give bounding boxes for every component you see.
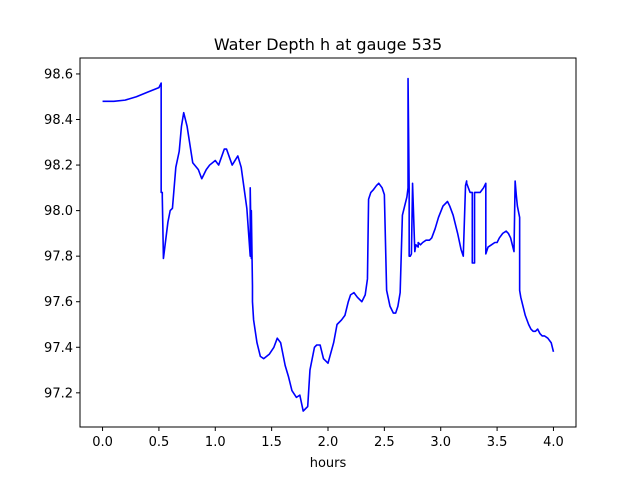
x-tick-label: 1.5	[261, 435, 282, 450]
x-tick-label: 4.0	[543, 435, 564, 450]
x-tick-label: 1.0	[205, 435, 226, 450]
x-tick-label: 2.0	[318, 435, 339, 450]
x-tick-label: 3.0	[430, 435, 451, 450]
y-tick-label: 97.8	[44, 250, 73, 265]
chart-title: Water Depth h at gauge 535	[214, 35, 442, 54]
axes-frame	[79, 57, 577, 428]
y-tick-label: 98.2	[44, 159, 73, 174]
y-tick-label: 97.6	[44, 295, 73, 310]
y-tick-label: 97.4	[44, 341, 73, 356]
x-tick-label: 2.5	[374, 435, 395, 450]
y-tick-label: 97.2	[44, 386, 73, 401]
x-axis: 0.0 0.5 1.0 1.5 2.0 2.5 3.0 3.5 4.0	[92, 427, 564, 450]
y-tick-label: 98.6	[44, 67, 73, 82]
x-tick-label: 0.0	[92, 435, 113, 450]
x-axis-label: hours	[310, 456, 347, 471]
y-tick-label: 98.0	[44, 204, 73, 219]
plot-area	[102, 77, 555, 412]
x-tick-label: 0.5	[149, 435, 170, 450]
y-axis: 97.2 97.4 97.6 97.8 98.0 98.2 98.4 98.6	[44, 67, 80, 401]
x-tick-label: 3.5	[487, 435, 508, 450]
series-line-0	[102, 77, 555, 412]
y-tick-label: 98.4	[44, 113, 73, 128]
